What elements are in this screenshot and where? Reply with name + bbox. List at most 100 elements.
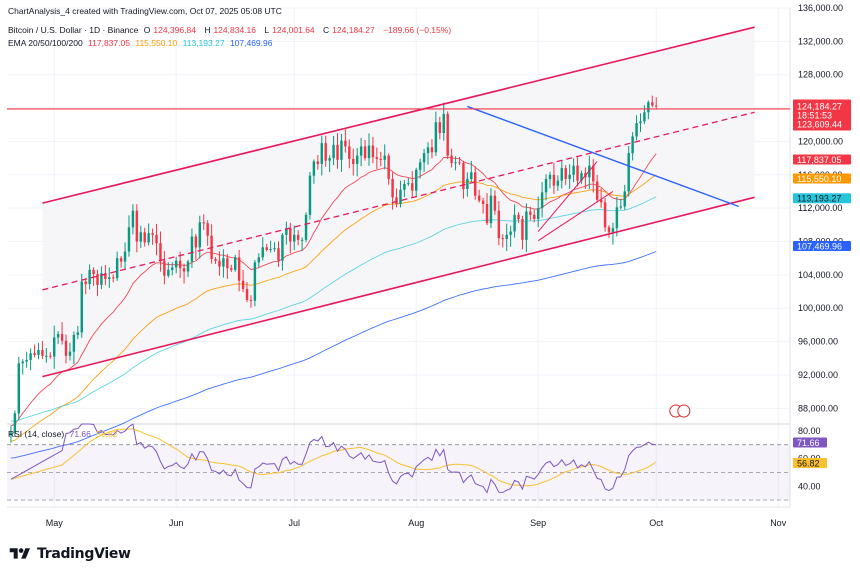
candle-body[interactable] xyxy=(123,251,127,262)
candle-body[interactable] xyxy=(178,260,182,269)
candle-body[interactable] xyxy=(25,359,28,362)
candle-body[interactable] xyxy=(33,353,36,355)
candle-body[interactable] xyxy=(52,337,56,357)
candle-body[interactable] xyxy=(592,165,595,182)
candle-body[interactable] xyxy=(595,181,599,200)
candle-body[interactable] xyxy=(159,243,162,261)
candle-body[interactable] xyxy=(257,257,261,263)
candle-body[interactable] xyxy=(639,121,642,124)
candle-body[interactable] xyxy=(474,172,477,196)
candle-body[interactable] xyxy=(643,112,646,122)
candle-body[interactable] xyxy=(96,274,99,285)
candle-body[interactable] xyxy=(249,299,253,301)
candle-body[interactable] xyxy=(599,199,603,203)
candle-body[interactable] xyxy=(41,349,44,356)
candle-body[interactable] xyxy=(296,234,300,240)
candle-body[interactable] xyxy=(293,234,296,242)
candle-body[interactable] xyxy=(230,268,233,270)
candle-body[interactable] xyxy=(115,258,119,279)
candle-body[interactable] xyxy=(131,210,135,228)
candle-body[interactable] xyxy=(611,228,615,233)
candle-body[interactable] xyxy=(434,122,438,153)
ema-label[interactable]: EMA 20/50/100/200 xyxy=(8,38,83,48)
candle-body[interactable] xyxy=(100,273,103,285)
candle-body[interactable] xyxy=(289,228,292,242)
candle-body[interactable] xyxy=(340,140,343,160)
candle-body[interactable] xyxy=(237,257,241,281)
candle-body[interactable] xyxy=(572,165,575,175)
wedge-upper-line[interactable] xyxy=(537,161,598,232)
candle-body[interactable] xyxy=(253,262,257,301)
candle-body[interactable] xyxy=(49,355,52,357)
candle-body[interactable] xyxy=(186,261,190,272)
candle-body[interactable] xyxy=(88,269,91,285)
candle-body[interactable] xyxy=(29,353,32,360)
candle-body[interactable] xyxy=(163,260,166,276)
candle-body[interactable] xyxy=(536,208,540,220)
candle-body[interactable] xyxy=(466,178,469,189)
candle-body[interactable] xyxy=(548,174,552,179)
candle-body[interactable] xyxy=(56,334,60,338)
candle-body[interactable] xyxy=(533,214,536,220)
candle-body[interactable] xyxy=(273,248,276,250)
candle-body[interactable] xyxy=(607,227,611,233)
candle-body[interactable] xyxy=(241,280,245,290)
candle-body[interactable] xyxy=(9,432,13,436)
candle-body[interactable] xyxy=(411,183,414,191)
candle-body[interactable] xyxy=(485,203,489,224)
candle-body[interactable] xyxy=(45,355,48,357)
candle-body[interactable] xyxy=(655,105,658,107)
candle-body[interactable] xyxy=(426,147,430,154)
candle-body[interactable] xyxy=(363,146,367,159)
candle-body[interactable] xyxy=(119,258,123,262)
rsi-title[interactable]: RSI (14, close) xyxy=(8,429,65,439)
candle-body[interactable] xyxy=(324,143,327,161)
candle-body[interactable] xyxy=(379,158,383,160)
candle-body[interactable] xyxy=(214,259,217,261)
channel-mid-line[interactable] xyxy=(42,111,755,291)
candle-body[interactable] xyxy=(285,228,288,235)
candle-body[interactable] xyxy=(304,214,308,240)
candle-body[interactable] xyxy=(454,162,457,164)
symbol-title[interactable]: Bitcoin / U.S. Dollar · 1D · Binance xyxy=(8,25,139,35)
candle-body[interactable] xyxy=(564,168,567,179)
candle-body[interactable] xyxy=(68,351,72,356)
candle-body[interactable] xyxy=(438,122,442,134)
candle-body[interactable] xyxy=(37,349,40,355)
candle-body[interactable] xyxy=(619,206,623,208)
candle-body[interactable] xyxy=(489,195,493,224)
candle-body[interactable] xyxy=(352,158,355,164)
candle-body[interactable] xyxy=(371,145,375,158)
candle-body[interactable] xyxy=(615,207,619,229)
candle-body[interactable] xyxy=(174,260,178,268)
candle-body[interactable] xyxy=(206,223,209,236)
candle-body[interactable] xyxy=(135,210,139,242)
candle-body[interactable] xyxy=(17,363,21,414)
candle-body[interactable] xyxy=(529,211,532,215)
candlesticks[interactable] xyxy=(9,95,658,443)
drawing-tools[interactable] xyxy=(7,26,790,418)
candle-body[interactable] xyxy=(517,214,520,220)
candle-body[interactable] xyxy=(336,144,339,160)
candle-body[interactable] xyxy=(92,269,95,275)
candle-body[interactable] xyxy=(265,247,268,250)
candle-body[interactable] xyxy=(367,145,371,159)
candle-body[interactable] xyxy=(544,178,548,193)
candle-body[interactable] xyxy=(418,162,422,170)
candle-body[interactable] xyxy=(332,144,335,159)
candle-body[interactable] xyxy=(414,169,418,191)
candle-body[interactable] xyxy=(147,233,150,243)
candle-body[interactable] xyxy=(194,236,198,248)
descending-trendline[interactable] xyxy=(467,105,740,208)
candle-body[interactable] xyxy=(450,155,453,164)
candle-body[interactable] xyxy=(430,147,434,153)
candle-body[interactable] xyxy=(509,231,512,235)
candle-body[interactable] xyxy=(560,168,564,181)
candle-body[interactable] xyxy=(312,161,316,176)
tradingview-logo[interactable]: TradingView xyxy=(8,546,131,562)
candle-body[interactable] xyxy=(155,234,158,244)
candle-body[interactable] xyxy=(497,210,501,239)
candle-body[interactable] xyxy=(407,183,410,185)
candle-body[interactable] xyxy=(182,268,186,272)
candle-body[interactable] xyxy=(202,222,205,224)
